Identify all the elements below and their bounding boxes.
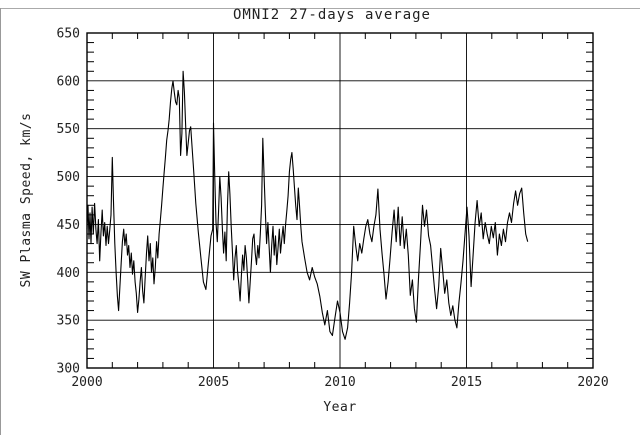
x-tick-labels: 2000 2005 2010 2015 2020 [71, 375, 608, 390]
chart-title: OMNI2 27-days average [233, 7, 431, 23]
plot-frame [86, 32, 594, 369]
x-tick-label: 2020 [577, 375, 608, 390]
data-series [86, 70, 529, 340]
y-tick-label: 500 [57, 170, 80, 185]
y-tick-label: 600 [57, 74, 80, 89]
y-tick-label: 350 [57, 314, 80, 329]
x-tick-label: 2005 [198, 375, 229, 390]
x-tick-label: 2015 [451, 375, 482, 390]
y-axis-label: SW Plasma Speed, km/s [19, 113, 34, 288]
page-edge-top-rule [0, 8, 640, 9]
series-polyline [86, 70, 529, 340]
minor-ticks [87, 33, 593, 368]
x-tick-label: 2010 [324, 375, 355, 390]
axes-frame [86, 32, 594, 369]
y-tick-label: 550 [57, 122, 80, 137]
page-edge-left-rule [0, 8, 1, 435]
y-tick-label: 650 [57, 27, 80, 42]
y-tick-label: 450 [57, 218, 80, 233]
y-tick-label: 400 [57, 266, 80, 281]
y-tick-label: 300 [57, 362, 80, 377]
x-axis-label: Year [323, 400, 356, 415]
x-tick-label: 2000 [71, 375, 102, 390]
y-tick-labels: 300 350 400 450 500 550 600 650 [57, 27, 80, 377]
